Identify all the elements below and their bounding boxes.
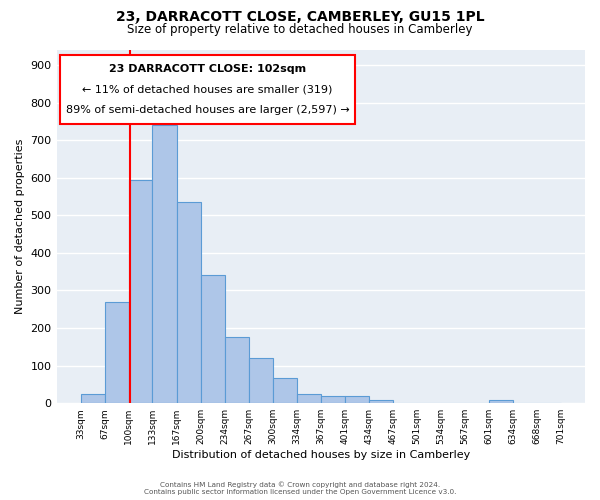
Text: Size of property relative to detached houses in Camberley: Size of property relative to detached ho… [127, 22, 473, 36]
Bar [321, 396, 345, 403]
Bar [200, 276, 225, 403]
Bar [272, 378, 297, 403]
Bar [129, 180, 152, 403]
Text: 89% of semi-detached houses are larger (2,597) →: 89% of semi-detached houses are larger (… [65, 105, 349, 115]
Text: 23 DARRACOTT CLOSE: 102sqm: 23 DARRACOTT CLOSE: 102sqm [109, 64, 306, 74]
Bar [105, 302, 129, 403]
Bar [177, 202, 200, 403]
Bar [345, 396, 369, 403]
Bar [297, 394, 321, 403]
Bar [369, 400, 392, 403]
Y-axis label: Number of detached properties: Number of detached properties [15, 139, 25, 314]
Bar [249, 358, 272, 403]
Text: ← 11% of detached houses are smaller (319): ← 11% of detached houses are smaller (31… [82, 84, 332, 94]
Bar [489, 400, 513, 403]
Bar [80, 394, 105, 403]
X-axis label: Distribution of detached houses by size in Camberley: Distribution of detached houses by size … [172, 450, 470, 460]
Text: 23, DARRACOTT CLOSE, CAMBERLEY, GU15 1PL: 23, DARRACOTT CLOSE, CAMBERLEY, GU15 1PL [116, 10, 484, 24]
Text: Contains HM Land Registry data © Crown copyright and database right 2024.: Contains HM Land Registry data © Crown c… [160, 481, 440, 488]
Bar [152, 125, 177, 403]
Bar [225, 338, 249, 403]
Text: Contains public sector information licensed under the Open Government Licence v3: Contains public sector information licen… [144, 489, 456, 495]
